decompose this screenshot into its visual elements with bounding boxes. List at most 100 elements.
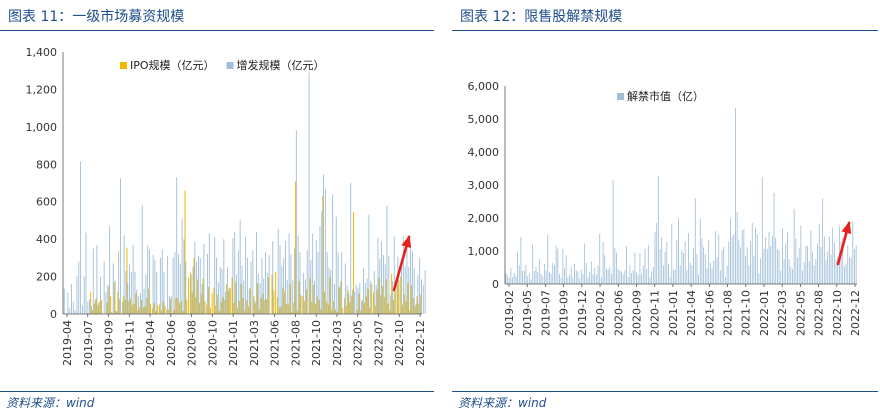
bar xyxy=(157,305,159,314)
bar xyxy=(334,309,336,314)
bar xyxy=(776,249,778,284)
bar xyxy=(642,265,644,284)
bar xyxy=(101,299,103,314)
bar xyxy=(228,287,230,314)
bar xyxy=(97,305,99,314)
bar xyxy=(407,283,409,314)
bar xyxy=(569,274,570,284)
bar xyxy=(105,292,107,314)
bar xyxy=(368,214,370,314)
bar xyxy=(148,288,150,314)
source-rule xyxy=(0,391,434,392)
bar xyxy=(249,287,251,314)
bar xyxy=(530,280,532,284)
bar xyxy=(168,296,170,314)
y-tick-label: 6,000 xyxy=(468,80,500,93)
x-tick-label: 2022-07 xyxy=(372,320,385,366)
bar xyxy=(783,258,785,284)
bar xyxy=(330,270,332,314)
bar xyxy=(703,247,705,284)
bar xyxy=(644,249,646,284)
y-tick-label: 1,400 xyxy=(26,46,58,59)
x-tick-label: 2020-11 xyxy=(649,290,662,336)
bar xyxy=(333,284,335,314)
x-tick-label: 2019-11 xyxy=(123,320,136,366)
bar xyxy=(192,267,194,314)
bar xyxy=(93,303,95,314)
bar xyxy=(545,270,547,284)
bar xyxy=(621,271,622,284)
bar xyxy=(106,302,108,314)
bar xyxy=(674,269,676,284)
bar xyxy=(736,212,738,284)
bar xyxy=(258,309,260,314)
bar xyxy=(338,287,340,314)
bar xyxy=(562,249,564,284)
bar xyxy=(337,252,339,314)
bar xyxy=(358,293,360,314)
bar xyxy=(661,237,663,284)
bar xyxy=(346,284,348,314)
bar xyxy=(299,252,301,314)
bar xyxy=(92,248,94,314)
x-tick-label: 2019-09 xyxy=(558,290,571,336)
bar xyxy=(138,296,140,314)
bar xyxy=(810,230,812,284)
bar xyxy=(305,289,307,314)
bar xyxy=(418,303,420,314)
bar xyxy=(257,283,259,314)
x-tick-label: 2020-09 xyxy=(630,290,643,336)
bar xyxy=(728,241,730,284)
bar xyxy=(349,302,351,314)
bar xyxy=(845,263,847,284)
bar xyxy=(849,257,850,284)
bar xyxy=(760,258,762,284)
bar xyxy=(81,305,83,314)
bar xyxy=(78,261,80,314)
bar xyxy=(735,107,736,284)
bar xyxy=(188,277,190,314)
bar xyxy=(149,249,150,314)
bar xyxy=(505,273,507,284)
bar xyxy=(617,268,619,284)
bar xyxy=(527,276,529,284)
bar xyxy=(318,299,320,314)
bar xyxy=(572,277,574,284)
bar xyxy=(295,130,297,314)
bar xyxy=(266,272,268,314)
bar xyxy=(719,270,721,284)
bar xyxy=(208,286,210,314)
bar xyxy=(817,243,819,284)
bar xyxy=(133,303,135,314)
bar xyxy=(147,245,149,314)
bar xyxy=(320,309,322,314)
bar xyxy=(180,300,182,314)
bar xyxy=(597,265,599,284)
bar xyxy=(419,257,421,314)
bar xyxy=(756,234,758,284)
bar xyxy=(221,269,223,314)
bar xyxy=(87,301,89,314)
bar xyxy=(110,296,112,314)
bar xyxy=(108,286,110,314)
bar xyxy=(243,280,245,314)
bar xyxy=(417,275,419,314)
bar xyxy=(194,241,196,314)
x-tick-label: 2019-02 xyxy=(503,290,516,336)
bar xyxy=(310,259,312,314)
bar xyxy=(316,296,318,314)
x-tick-label: 2021-10 xyxy=(310,320,323,366)
bar xyxy=(662,265,664,284)
bar xyxy=(393,236,395,314)
bar xyxy=(694,198,696,284)
bar xyxy=(363,302,365,314)
bar xyxy=(256,231,257,314)
bar xyxy=(168,309,170,314)
bar xyxy=(297,235,299,314)
x-tick-label: 2021-06 xyxy=(703,290,716,336)
bar xyxy=(402,304,404,314)
lockup-expiry-panel: 图表 12：限售股解禁规模 0 1,000 2,000 3,000 4,000 5,000… xyxy=(452,0,880,415)
x-tick-label: 2020-10 xyxy=(206,320,219,366)
bar xyxy=(793,209,795,284)
bar xyxy=(227,290,229,314)
